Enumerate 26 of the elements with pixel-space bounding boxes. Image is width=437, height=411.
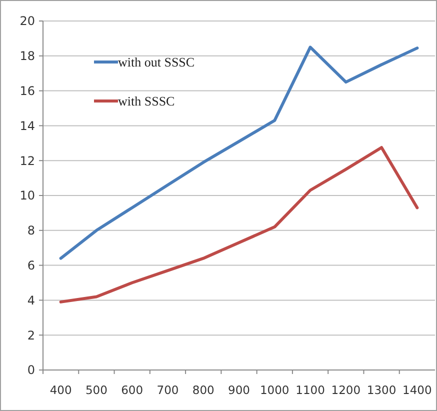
line-series xyxy=(59,46,419,260)
y-tick-label: 0 xyxy=(27,363,35,378)
y-tick-label: 12 xyxy=(20,154,35,168)
y-tick-label: 2 xyxy=(27,328,35,342)
y-tick-label: 10 xyxy=(20,188,35,203)
y-tick-label: 6 xyxy=(27,258,35,272)
y-tick-label: 4 xyxy=(27,293,35,308)
x-tick-label: 1100 xyxy=(296,383,325,397)
y-tick-label: 18 xyxy=(20,49,35,64)
legend-label: with out SSSC xyxy=(118,54,195,70)
x-tick-label: 700 xyxy=(156,383,179,397)
x-tick-label: 1400 xyxy=(402,383,432,397)
x-tick-label: 1000 xyxy=(260,383,290,397)
y-tick-label: 14 xyxy=(20,118,35,133)
line-series xyxy=(59,146,419,304)
y-tick-label: 16 xyxy=(20,84,35,98)
x-tick-label: 1300 xyxy=(366,383,396,397)
x-tick-label: 400 xyxy=(50,383,72,397)
x-tick-label: 600 xyxy=(121,383,144,397)
x-tick-label: 1200 xyxy=(331,383,361,397)
x-tick-label: 500 xyxy=(85,383,108,397)
x-tick-label: 900 xyxy=(228,383,250,397)
x-tick-label: 800 xyxy=(192,383,214,397)
y-tick-label: 8 xyxy=(27,224,35,238)
legend-label: with SSSC xyxy=(118,94,175,109)
y-tick-label: 20 xyxy=(20,14,35,28)
